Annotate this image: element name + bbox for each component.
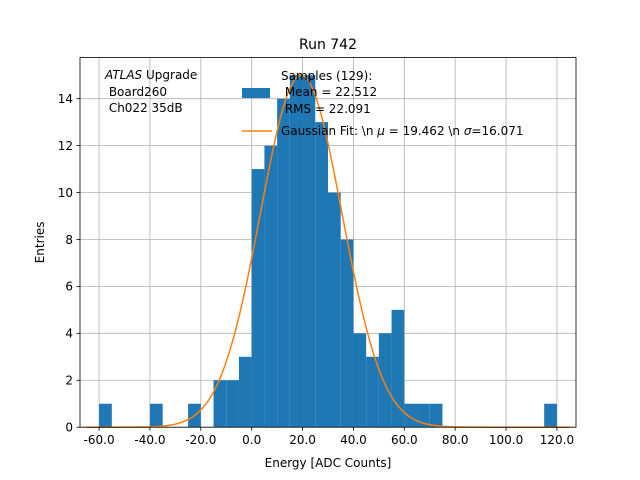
y-tick-label: 0 [65, 421, 73, 435]
x-tick-label: -20.0 [185, 433, 216, 447]
x-tick-label: 120.0 [540, 433, 574, 447]
y-tick-label: 4 [65, 327, 73, 341]
atlas-annotation-line1: ATLAS Upgrade [104, 68, 197, 82]
histogram-bar [378, 333, 392, 428]
x-tick-label: 100.0 [489, 433, 523, 447]
legend-fit-mid: = 19.462 \n [385, 124, 464, 138]
histogram-bar [99, 403, 112, 428]
histogram-bar [315, 122, 328, 428]
x-tick-label: 80.0 [442, 433, 469, 447]
atlas-word: ATLAS [104, 68, 143, 82]
y-axis-label: Entries [33, 222, 47, 264]
histogram-bar [213, 380, 227, 428]
legend-fit-mu: μ [376, 124, 385, 138]
atlas-suffix: Upgrade [142, 68, 197, 82]
legend-fit-label: Gaussian Fit: \n μ = 19.462 \n σ=16.071 [281, 124, 524, 138]
histogram-bar [238, 356, 252, 428]
histogram-bar [226, 380, 239, 428]
histogram-bar [289, 75, 303, 428]
histogram-bar [366, 356, 379, 428]
histogram-bar [277, 98, 290, 428]
atlas-annotation-line3: Ch022 35dB [105, 101, 183, 115]
y-axis-ticks: 0 2 4 6 8 10 12 14 [58, 92, 80, 435]
histogram-bar [149, 403, 163, 428]
histogram-bars [99, 75, 557, 428]
y-tick-label: 2 [65, 374, 73, 388]
legend-fit-sigma: σ [464, 124, 472, 138]
histogram-bar [404, 403, 418, 428]
chart-title: Run 742 [299, 37, 357, 53]
y-tick-label: 6 [65, 280, 73, 294]
axes-frame [79, 57, 577, 428]
y-tick-label: 14 [58, 92, 73, 106]
histogram-bar [429, 403, 443, 428]
y-tick-label: 10 [58, 186, 73, 200]
legend-fit-post: =16.071 [471, 124, 523, 138]
x-tick-label: -60.0 [84, 433, 115, 447]
legend-hist-label-line1: Samples (129): [281, 69, 372, 83]
legend-fit-pre: Gaussian Fit: \n [281, 124, 377, 138]
legend: Samples (129): Mean = 22.512 RMS = 22.09… [242, 69, 524, 138]
histogram-bar [353, 333, 367, 428]
histogram-bar [391, 309, 405, 428]
histogram-bar [340, 239, 354, 428]
x-tick-label: 60.0 [391, 433, 418, 447]
legend-hist-label-line3: RMS = 22.091 [281, 102, 371, 116]
x-axis-ticks: -60.0 -40.0 -20.0 0.0 20.0 40.0 60.0 80.0 100.0 1… [84, 427, 574, 447]
x-tick-label: -40.0 [134, 433, 165, 447]
x-tick-label: 20.0 [289, 433, 316, 447]
histogram-bar [328, 192, 341, 428]
atlas-annotation: ATLAS Upgrade Board260 Ch022 35dB [104, 68, 197, 115]
legend-hist-label-line2: Mean = 22.512 [281, 85, 377, 99]
legend-histogram-swatch [242, 88, 270, 98]
atlas-annotation-line2: Board260 [105, 85, 167, 99]
histogram-bar [302, 75, 316, 428]
x-tick-label: 40.0 [340, 433, 367, 447]
histogram-bar [544, 403, 557, 428]
y-tick-label: 8 [65, 233, 73, 247]
y-tick-label: 12 [58, 139, 73, 153]
x-tick-label: 0.0 [242, 433, 261, 447]
histogram-bar [251, 169, 265, 428]
x-axis-label: Energy [ADC Counts] [265, 456, 392, 470]
histogram-bar [264, 145, 278, 428]
